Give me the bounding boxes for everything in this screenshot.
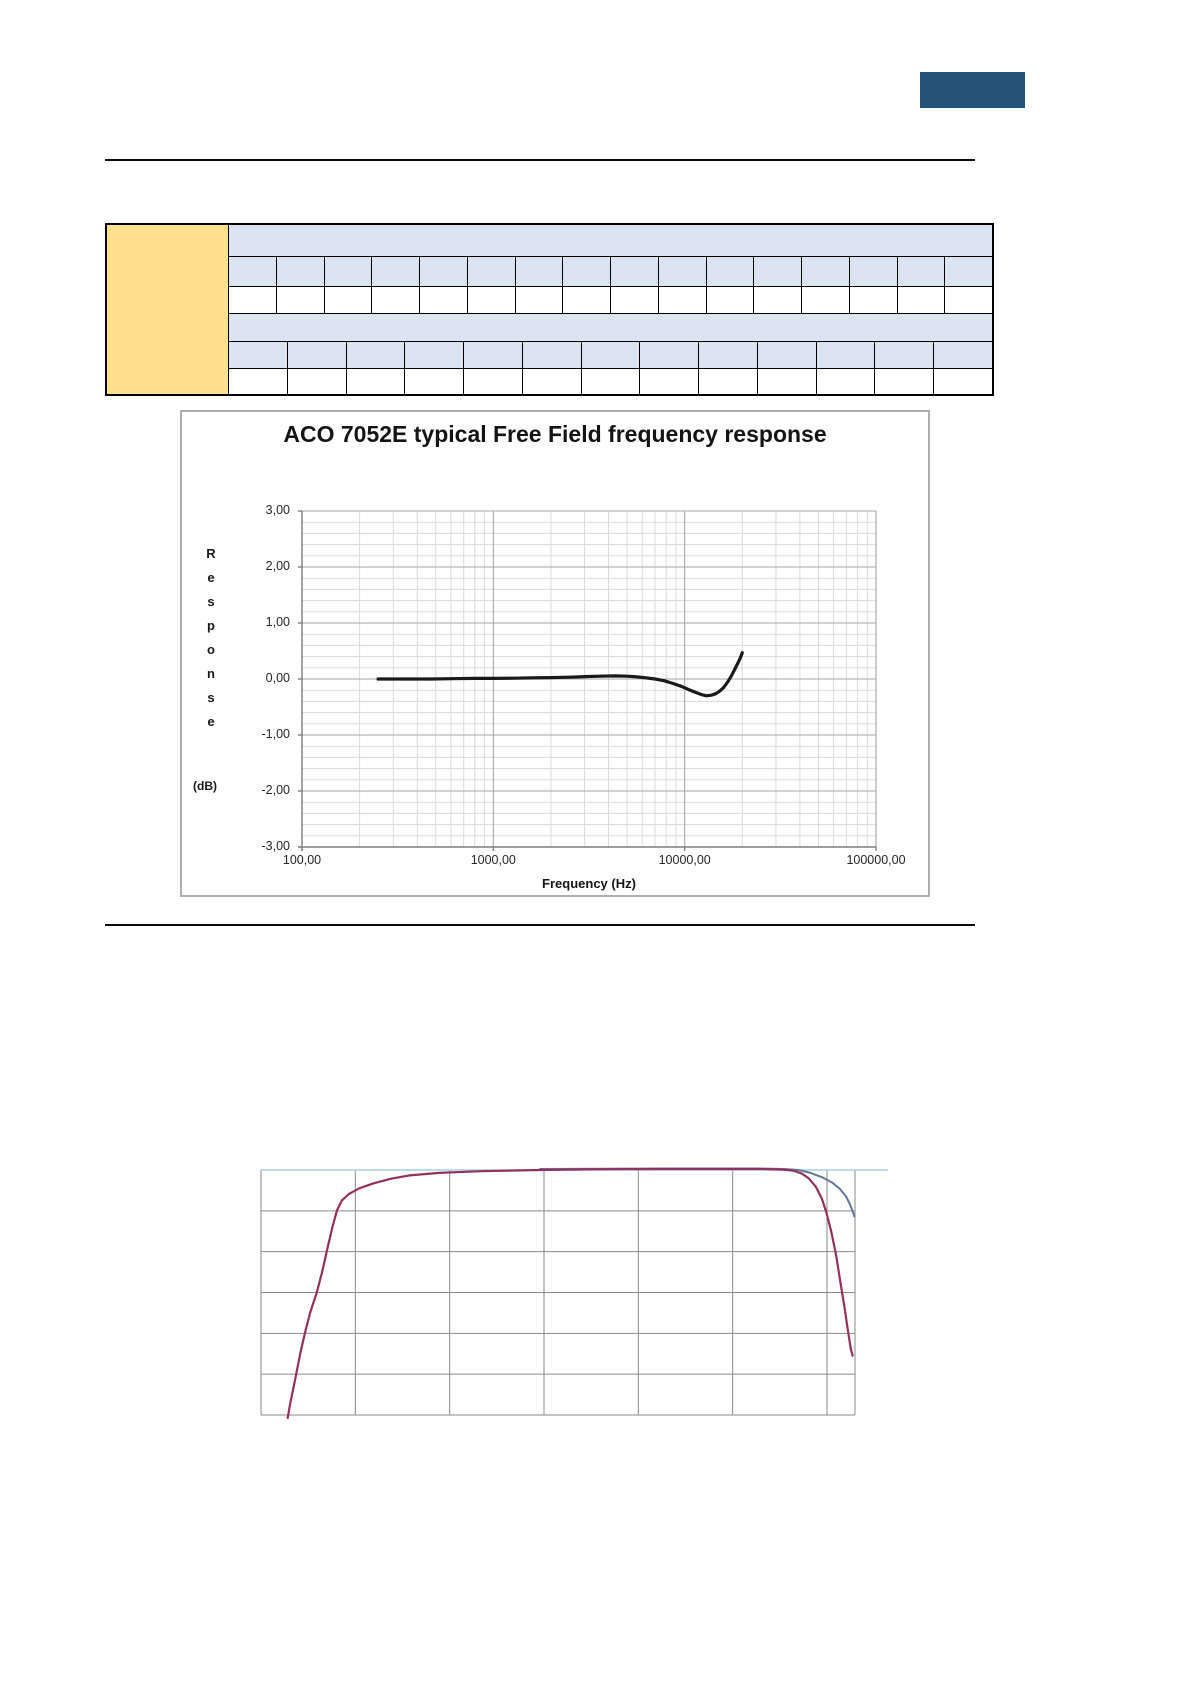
spec-table-cell — [816, 369, 876, 394]
spec-table-cell — [522, 342, 582, 368]
spec-table-cell — [706, 257, 755, 286]
frequency-response-chart-panel — [180, 410, 930, 897]
spec-table-cell — [875, 369, 935, 394]
spec-table-cell — [611, 287, 659, 313]
chart1-y-tick-label: 1,00 — [265, 615, 290, 629]
chart1-x-tick-label: 100000,00 — [846, 853, 906, 867]
spec-table-cell — [405, 342, 465, 368]
spec-table-cell — [934, 342, 992, 368]
chart1-y-axis-letter: s — [207, 690, 215, 705]
spec-table-cell — [287, 342, 347, 368]
spec-table-cell — [420, 257, 468, 286]
spec-table-cell — [945, 257, 992, 286]
chart1-y-tick-label: 2,00 — [265, 559, 290, 573]
top-divider — [105, 159, 975, 161]
spec-table-cell — [372, 287, 420, 313]
spec-table-cell — [757, 369, 817, 394]
spec-table-row — [229, 287, 992, 314]
spec-table-cell — [754, 257, 802, 286]
spec-table-row — [229, 342, 992, 369]
spec-table-cell — [581, 369, 641, 394]
chart1-y-axis-letter: e — [207, 714, 215, 729]
spec-table-cell — [372, 257, 420, 286]
spec-table-cell — [229, 342, 288, 368]
chart1-y-axis-letter: e — [207, 570, 215, 585]
spec-table-cell — [287, 369, 347, 394]
spec-table-cell — [699, 342, 758, 368]
spec-table-header-band — [229, 314, 992, 342]
mid-divider — [105, 924, 975, 926]
spec-table-cell — [467, 287, 516, 313]
spec-table-cell — [324, 287, 373, 313]
spec-table-cell — [324, 257, 373, 286]
spec-table-cell — [563, 257, 611, 286]
spec-table-cell — [515, 257, 564, 286]
spec-table-cell — [229, 257, 277, 286]
spec-table-header-band — [229, 225, 992, 257]
spec-table-cell — [464, 342, 523, 368]
spec-table-cell — [945, 287, 992, 313]
spec-table-cell — [581, 342, 641, 368]
chart1-y-axis-letter: p — [207, 618, 215, 633]
spec-table-cell — [346, 342, 406, 368]
spec-table-cell — [276, 257, 325, 286]
chart1-title: ACO 7052E typical Free Field frequency r… — [283, 421, 827, 447]
spec-table-product-cell — [107, 225, 229, 394]
spec-table-cell — [934, 369, 992, 394]
spec-table-cell — [658, 287, 707, 313]
spec-table-grid — [229, 225, 992, 394]
chart1-x-tick-label: 1000,00 — [470, 853, 516, 867]
spec-table-cell — [897, 257, 946, 286]
chart1-y-axis-letter: n — [207, 666, 215, 681]
spec-table-cell — [640, 342, 700, 368]
chart1-y-axis-letter: s — [207, 594, 215, 609]
spec-table-cell — [515, 287, 564, 313]
spec-table-cell — [706, 287, 755, 313]
chart1-y-tick-label: -1,00 — [261, 727, 291, 741]
spec-table-cell — [802, 287, 850, 313]
chart1-y-axis-unit: (dB) — [193, 779, 217, 793]
chart1-x-tick-label: 10000,00 — [658, 853, 711, 867]
spec-table-cell — [229, 287, 277, 313]
spec-table-cell — [522, 369, 582, 394]
chart1-x-axis-label: Frequency (Hz) — [542, 876, 636, 891]
filter-response-chart — [240, 1085, 890, 1425]
spec-table-cell — [849, 287, 898, 313]
spec-table-cell — [276, 287, 325, 313]
spec-table-cell — [467, 257, 516, 286]
spec-table-row — [229, 257, 992, 287]
chart1-y-tick-label: 3,00 — [265, 503, 290, 517]
spec-table-cell — [816, 342, 876, 368]
spec-table-cell — [464, 369, 523, 394]
spec-table-cell — [757, 342, 817, 368]
spec-table-cell — [802, 257, 850, 286]
chart1-y-tick-label: 0,00 — [265, 671, 290, 685]
spec-table-cell — [420, 287, 468, 313]
chart1-x-tick-label: 100,00 — [282, 853, 322, 867]
spec-table-cell — [405, 369, 465, 394]
chart1-y-axis-letter: R — [206, 546, 216, 561]
spec-table-cell — [754, 287, 802, 313]
chart1-y-tick-label: -3,00 — [261, 839, 291, 853]
spec-table-cell — [875, 342, 935, 368]
chart1-y-axis-letter: o — [207, 642, 215, 657]
spec-table — [105, 223, 994, 396]
spec-table-cell — [897, 287, 946, 313]
spec-table-cell — [611, 257, 659, 286]
spec-table-cell — [229, 369, 288, 394]
spec-table-cell — [640, 369, 700, 394]
header-corner-block — [920, 72, 1025, 108]
spec-table-row — [229, 369, 992, 394]
spec-table-cell — [563, 287, 611, 313]
spec-table-cell — [658, 257, 707, 286]
spec-table-cell — [699, 369, 758, 394]
spec-table-cell — [346, 369, 406, 394]
spec-table-cell — [849, 257, 898, 286]
chart1-y-tick-label: -2,00 — [261, 783, 291, 797]
